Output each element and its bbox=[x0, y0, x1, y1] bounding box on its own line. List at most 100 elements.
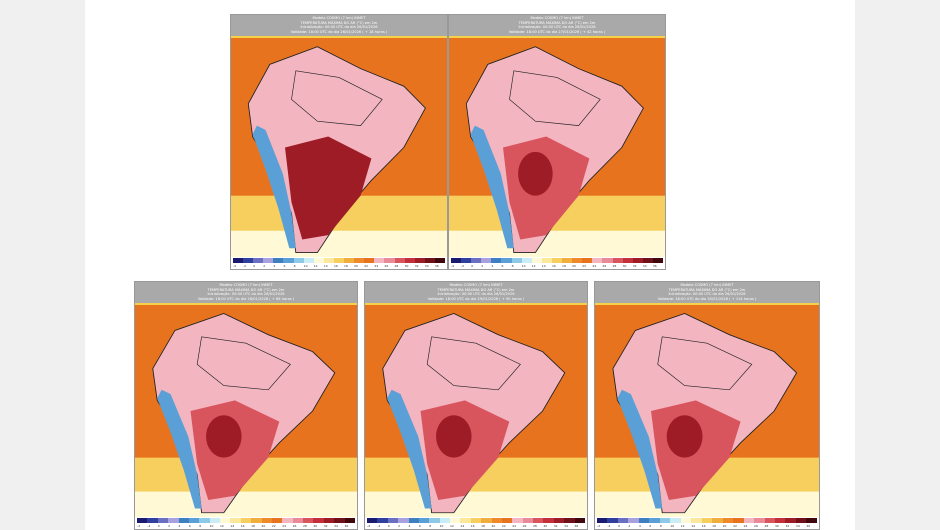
country-borders bbox=[291, 70, 383, 126]
colorbar-tick: 4 bbox=[178, 524, 181, 528]
country-borders bbox=[426, 336, 521, 391]
init-time: Inicialização: 00:00 UTC do dia 26/01/20… bbox=[300, 25, 378, 30]
map-header: Modelo COSMO (7 km) INMET TEMPERATURA MÁ… bbox=[135, 282, 357, 304]
colorbar-tick: 20 bbox=[722, 524, 727, 528]
colorbar-tick: 2 bbox=[168, 524, 171, 528]
very-hot-core bbox=[300, 151, 335, 196]
colorbar-swatch bbox=[551, 258, 563, 263]
valid-time: Validade: 18:00 UTC do dia 29/01/2026 ( … bbox=[427, 296, 525, 301]
colorbar-swatch bbox=[592, 258, 603, 263]
colorbar-tick: 22 bbox=[501, 524, 506, 528]
colorbar-tick: 4 bbox=[638, 524, 641, 528]
colorbar-swatch bbox=[354, 258, 365, 263]
colorbar-tick: 12 bbox=[450, 524, 454, 528]
colorbar-tick: 32 bbox=[414, 264, 419, 268]
forecast-map-panel[interactable]: Modelo COSMO (7 km) INMET TEMPERATURA MÁ… bbox=[134, 281, 358, 530]
colorbar-tick: 34 bbox=[424, 264, 429, 268]
colorbar-swatch bbox=[743, 518, 755, 523]
colorbar-swatch bbox=[701, 518, 713, 523]
colorbar-tick: 12 bbox=[531, 264, 536, 268]
colorbar-tick: 32 bbox=[632, 264, 637, 268]
colorbar-swatch bbox=[501, 258, 512, 263]
temperature-map bbox=[231, 46, 447, 257]
very-hot-core bbox=[518, 151, 553, 196]
colorbar-swatch bbox=[209, 518, 220, 523]
forecast-map-panel[interactable]: Modelo COSMO (7 km) INMET TEMPERATURA MÁ… bbox=[364, 281, 588, 530]
colorbar-swatch bbox=[680, 518, 692, 523]
forecast-map-panel[interactable]: Modelo COSMO (7 km) INMET TEMPERATURA MÁ… bbox=[230, 14, 448, 270]
colorbar-swatch bbox=[233, 258, 244, 263]
forecast-map-panel[interactable]: Modelo COSMO (7 km) INMET TEMPERATURA MÁ… bbox=[594, 281, 820, 530]
colorbar-tick: 30 bbox=[622, 264, 627, 268]
colorbar-tick: -2 bbox=[147, 524, 151, 528]
variable-title: TEMPERATURA MÁXIMA DO AR (°C) em 2m bbox=[668, 287, 746, 292]
colorbar: -4 -2 0 2 4 6 8 10 12 14 16 18 20 22 24 26 28 30 32 34 36 bbox=[595, 517, 819, 529]
colorbar-tick: 24 bbox=[374, 264, 379, 268]
colorbar-swatch bbox=[531, 258, 542, 263]
colorbar-tick: 4 bbox=[273, 264, 276, 268]
colorbar-swatch bbox=[334, 518, 345, 523]
forecast-map-panel[interactable]: Modelo COSMO (7 km) INMET TEMPERATURA MÁ… bbox=[448, 14, 666, 270]
colorbar-tick: 18 bbox=[712, 524, 716, 528]
colorbar-swatch bbox=[178, 518, 189, 523]
colorbar-swatch bbox=[220, 518, 231, 523]
colorbar-tick: 6 bbox=[501, 264, 504, 268]
andes-cold-strip bbox=[252, 125, 296, 249]
colorbar-tick: -4 bbox=[597, 524, 600, 528]
colorbar-swatch bbox=[533, 518, 544, 523]
colorbar-tick: 8 bbox=[199, 524, 202, 528]
colorbar-swatch bbox=[418, 518, 430, 523]
colorbar-swatch bbox=[333, 258, 345, 263]
colorbar-tick: 0 bbox=[617, 524, 620, 528]
colorbar-swatch bbox=[451, 258, 462, 263]
colorbar-swatch bbox=[344, 518, 355, 523]
colorbar-tick: 16 bbox=[701, 524, 706, 528]
colorbar-swatch bbox=[541, 258, 552, 263]
colorbar-tick: 22 bbox=[364, 264, 369, 268]
colorbar-tick: 24 bbox=[282, 524, 287, 528]
colorbar-swatch bbox=[271, 518, 283, 523]
temperature-map bbox=[135, 313, 357, 517]
variable-title: TEMPERATURA MÁXIMA DO AR (°C) em 2m bbox=[518, 20, 596, 25]
colorbar-swatch bbox=[188, 518, 200, 523]
andes-cold-strip bbox=[470, 125, 514, 249]
cold-ocean-region bbox=[449, 230, 665, 257]
colorbar-tick: 30 bbox=[404, 264, 409, 268]
colorbar-tick: 24 bbox=[592, 264, 597, 268]
colorbar-swatch bbox=[282, 518, 293, 523]
colorbar-tick: 10 bbox=[439, 524, 444, 528]
colorbar-tick: 32 bbox=[553, 524, 558, 528]
colorbar-tick: -2 bbox=[461, 264, 465, 268]
colorbar-tick: -2 bbox=[607, 524, 611, 528]
valid-time: Validade: 18:00 UTC do dia 28/01/2026 ( … bbox=[197, 296, 295, 301]
temperature-map bbox=[365, 313, 587, 517]
colorbar-tick: 34 bbox=[642, 264, 647, 268]
cold-ocean-region bbox=[231, 230, 447, 257]
colorbar-tick: 8 bbox=[659, 524, 662, 528]
country-borders bbox=[196, 336, 291, 391]
colorbar-swatch bbox=[622, 258, 633, 263]
colorbar-tick: -4 bbox=[137, 524, 140, 528]
colorbar-swatch bbox=[439, 518, 450, 523]
colorbar-tick: 28 bbox=[533, 524, 537, 528]
colorbar-tick: 32 bbox=[323, 524, 328, 528]
model-title: Modelo COSMO (7 km) INMET bbox=[312, 16, 366, 20]
divider bbox=[231, 36, 447, 38]
colorbar-swatch bbox=[806, 518, 817, 523]
divider bbox=[365, 303, 587, 305]
temperature-map bbox=[449, 46, 665, 257]
model-title: Modelo COSMO (7 km) INMET bbox=[449, 283, 503, 287]
temperature-map bbox=[595, 313, 819, 517]
colorbar-swatch bbox=[564, 518, 575, 523]
colorbar-tick: 10 bbox=[209, 524, 214, 528]
colorbar-tick: 6 bbox=[188, 524, 191, 528]
colorbar-tick: 14 bbox=[541, 264, 546, 268]
colorbar-tick: 2 bbox=[628, 524, 631, 528]
colorbar-swatch bbox=[230, 518, 241, 523]
colorbar-swatch bbox=[670, 518, 681, 523]
colorbar-tick: 20 bbox=[491, 524, 496, 528]
colorbar-tick: 26 bbox=[754, 524, 758, 528]
colorbar-swatch bbox=[323, 518, 335, 523]
colorbar-tick: 4 bbox=[408, 524, 411, 528]
colorbar-tick: 16 bbox=[551, 264, 556, 268]
